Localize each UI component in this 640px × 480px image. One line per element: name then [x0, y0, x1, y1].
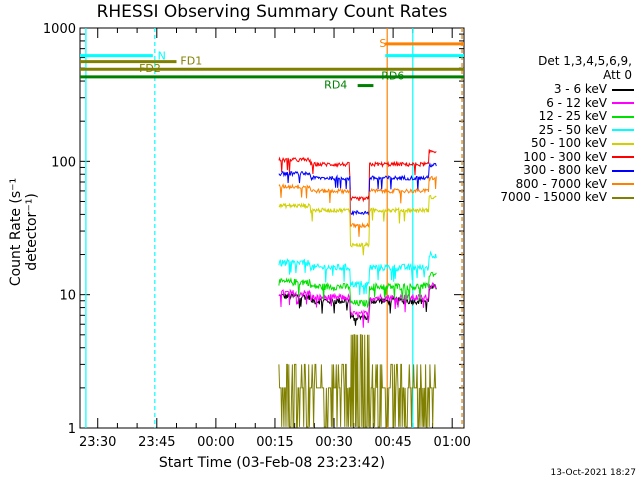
- x-tick-label: 00:45: [374, 435, 411, 450]
- legend-attenuator-line: Att 0: [603, 68, 632, 82]
- flag-label: FD2: [139, 62, 161, 75]
- legend-swatch: [612, 156, 634, 158]
- legend-entry: 100 - 300 keV: [523, 150, 634, 164]
- flag-label: N: [158, 50, 166, 63]
- legend-label: 25 - 50 keV: [538, 122, 607, 137]
- legend-entry: 3 - 6 keV: [554, 82, 634, 96]
- y-tick-label: 10: [59, 289, 76, 304]
- chart-title: RHESSI Observing Summary Count Rates: [96, 2, 448, 22]
- legend-swatch: [612, 129, 634, 131]
- series-line-1: [278, 282, 437, 328]
- series-line-2: [278, 271, 437, 309]
- legend-swatch: [612, 169, 634, 172]
- y-tick-label: 100: [51, 155, 76, 170]
- legend-entry: 25 - 50 keV: [539, 123, 634, 137]
- flag-label: RD6: [381, 70, 404, 83]
- series-line-4: [278, 194, 437, 256]
- x-tick-label: 01:00: [433, 435, 470, 450]
- legend-entry: 300 - 800 keV: [523, 163, 634, 177]
- timestamp-footer: 13-Oct-2021 18:27: [550, 468, 636, 478]
- legend-swatch: [612, 183, 634, 185]
- flag-label: FD1: [180, 55, 202, 68]
- plot-frame: [79, 27, 465, 429]
- legend-entry: 6 - 12 keV: [546, 96, 634, 110]
- legend-label: 50 - 100 keV: [530, 136, 607, 150]
- legend-swatch: [612, 115, 634, 118]
- series-line-5: [278, 149, 437, 203]
- y-axis-label: Count Rate (s⁻¹ detector⁻¹): [8, 177, 40, 287]
- flag-label: RD4: [324, 78, 347, 91]
- flag-label: S: [379, 37, 386, 50]
- y-tick-label: 1000: [43, 22, 76, 37]
- legend-label: 300 - 800 keV: [523, 163, 607, 177]
- x-tick-label: 00:00: [197, 435, 234, 450]
- legend-swatch: [612, 142, 634, 145]
- legend-detector-line: Det 1,3,4,5,6,9,: [538, 54, 632, 68]
- legend-swatch: [612, 88, 634, 91]
- legend-label: 100 - 300 keV: [523, 149, 607, 164]
- legend-swatch: [612, 102, 634, 104]
- legend-swatch: [612, 196, 634, 199]
- series-line-7: [278, 175, 437, 237]
- series-line-8: [278, 334, 437, 428]
- x-tick-label: 00:15: [256, 435, 293, 450]
- legend-label: 12 - 25 keV: [538, 109, 607, 123]
- x-tick-label: 23:30: [79, 435, 116, 450]
- legend-entry: 7000 - 15000 keV: [500, 190, 634, 204]
- series-line-3: [278, 250, 437, 296]
- legend-label: 3 - 6 keV: [553, 82, 607, 96]
- legend-label: 6 - 12 keV: [546, 95, 607, 110]
- legend-entry: 50 - 100 keV: [531, 136, 634, 150]
- x-tick-label: 00:30: [315, 435, 352, 450]
- y-tick-label: 1: [68, 422, 76, 437]
- series-line-6: [278, 161, 437, 217]
- legend-label: 800 - 7000 keV: [515, 176, 607, 191]
- legend-entry: 12 - 25 keV: [539, 109, 634, 123]
- legend-label: 7000 - 15000 keV: [500, 190, 607, 204]
- x-axis-label: Start Time (03-Feb-08 23:23:42): [158, 455, 386, 471]
- x-tick-label: 23:45: [138, 435, 175, 450]
- legend-entry: 800 - 7000 keV: [516, 177, 634, 191]
